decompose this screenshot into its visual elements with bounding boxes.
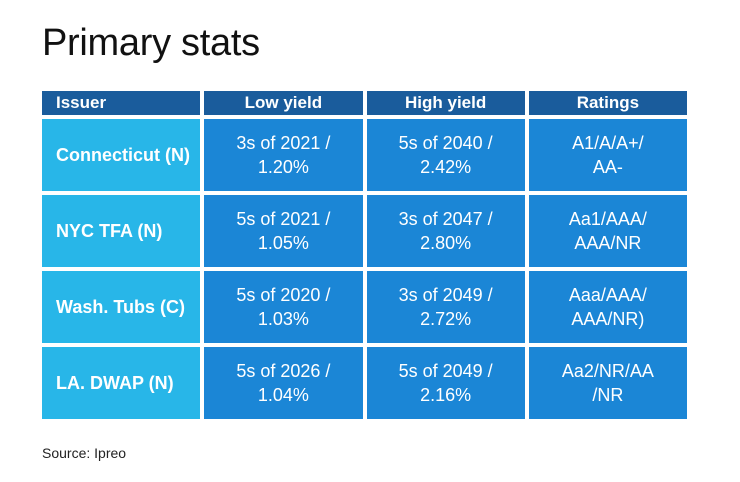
issuer-cell: NYC TFA (N) bbox=[42, 195, 201, 267]
low-yield-cell: 5s of 2026 / 1.04% bbox=[204, 347, 363, 419]
table-row: LA. DWAP (N) 5s of 2026 / 1.04% 5s of 20… bbox=[42, 347, 687, 419]
issuer-cell: LA. DWAP (N) bbox=[42, 347, 201, 419]
high-yield-value: 2.16% bbox=[420, 385, 472, 405]
low-yield-value: 1.20% bbox=[257, 157, 309, 177]
column-header-issuer: Issuer bbox=[42, 91, 201, 115]
ratings-line-1: Aaa/AAA/ bbox=[568, 285, 647, 305]
primary-stats-table: Issuer Low yield High yield Ratings Conn… bbox=[38, 87, 691, 423]
ratings-line-2: AAA/NR) bbox=[571, 309, 645, 329]
table-header-row: Issuer Low yield High yield Ratings bbox=[42, 91, 687, 115]
table-row: Wash. Tubs (C) 5s of 2020 / 1.03% 3s of … bbox=[42, 271, 687, 343]
ratings-cell: A1/A/A+/ AA- bbox=[528, 119, 687, 191]
low-yield-maturity: 5s of 2026 / bbox=[236, 361, 331, 381]
ratings-line-2: AA- bbox=[592, 157, 623, 177]
ratings-line-1: Aa2/NR/AA bbox=[561, 361, 654, 381]
low-yield-maturity: 5s of 2021 / bbox=[236, 209, 331, 229]
page-title: Primary stats bbox=[42, 22, 260, 64]
ratings-line-2: AAA/NR bbox=[574, 233, 642, 253]
high-yield-cell: 3s of 2047 / 2.80% bbox=[366, 195, 525, 267]
low-yield-cell: 3s of 2021 / 1.20% bbox=[204, 119, 363, 191]
ratings-cell: Aa1/AAA/ AAA/NR bbox=[528, 195, 687, 267]
high-yield-maturity: 5s of 2049 / bbox=[398, 361, 493, 381]
ratings-line-2: /NR bbox=[592, 385, 624, 405]
table-row: Connecticut (N) 3s of 2021 / 1.20% 5s of… bbox=[42, 119, 687, 191]
low-yield-cell: 5s of 2020 / 1.03% bbox=[204, 271, 363, 343]
low-yield-value: 1.05% bbox=[257, 233, 309, 253]
high-yield-maturity: 3s of 2047 / bbox=[398, 209, 493, 229]
ratings-cell: Aa2/NR/AA /NR bbox=[528, 347, 687, 419]
low-yield-value: 1.03% bbox=[257, 309, 309, 329]
source-note: Source: Ipreo bbox=[42, 445, 127, 461]
ratings-line-1: Aa1/AAA/ bbox=[568, 209, 647, 229]
low-yield-maturity: 3s of 2021 / bbox=[236, 133, 331, 153]
high-yield-value: 2.80% bbox=[420, 233, 472, 253]
low-yield-maturity: 5s of 2020 / bbox=[236, 285, 331, 305]
column-header-low-yield: Low yield bbox=[204, 91, 363, 115]
ratings-line-1: A1/A/A+/ bbox=[572, 133, 644, 153]
issuer-cell: Wash. Tubs (C) bbox=[42, 271, 201, 343]
high-yield-value: 2.42% bbox=[420, 157, 472, 177]
high-yield-value: 2.72% bbox=[420, 309, 472, 329]
issuer-cell: Connecticut (N) bbox=[42, 119, 201, 191]
high-yield-maturity: 5s of 2040 / bbox=[398, 133, 493, 153]
high-yield-cell: 5s of 2049 / 2.16% bbox=[366, 347, 525, 419]
table-row: NYC TFA (N) 5s of 2021 / 1.05% 3s of 204… bbox=[42, 195, 687, 267]
high-yield-cell: 5s of 2040 / 2.42% bbox=[366, 119, 525, 191]
low-yield-value: 1.04% bbox=[257, 385, 309, 405]
high-yield-cell: 3s of 2049 / 2.72% bbox=[366, 271, 525, 343]
column-header-high-yield: High yield bbox=[366, 91, 525, 115]
high-yield-maturity: 3s of 2049 / bbox=[398, 285, 493, 305]
low-yield-cell: 5s of 2021 / 1.05% bbox=[204, 195, 363, 267]
ratings-cell: Aaa/AAA/ AAA/NR) bbox=[528, 271, 687, 343]
column-header-ratings: Ratings bbox=[528, 91, 687, 115]
